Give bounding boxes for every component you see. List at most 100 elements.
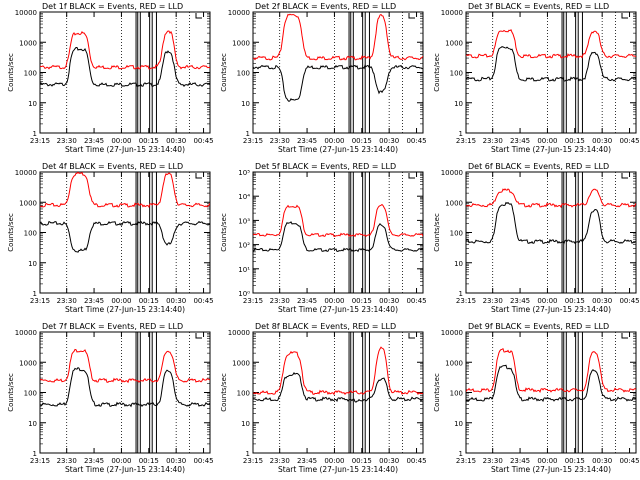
x-tick-label: 00:30 (379, 457, 399, 465)
y-axis-label: Counts/sec (433, 53, 441, 92)
x-tick-label: 23:45 (510, 457, 530, 465)
lld-series-line (40, 30, 210, 70)
x-tick-label: 23:45 (84, 457, 104, 465)
y-tick-label: 10 (454, 100, 463, 108)
panel-title: Det 7f BLACK = Events, RED = LLD (42, 322, 183, 331)
x-tick-label: 23:15 (30, 457, 50, 465)
y-tick-label: 100 (24, 230, 37, 238)
x-axis-label: Start Time (27-Jun-15 23:14:40) (278, 305, 398, 314)
y-tick-label: 1 (459, 290, 463, 298)
y-tick-label: 10000 (15, 169, 37, 177)
plot-frame (252, 11, 424, 134)
y-tick-label: 10¹ (238, 266, 250, 274)
x-tick-label: 23:30 (483, 297, 503, 305)
x-tick-label: 23:15 (456, 457, 476, 465)
plot-frame (252, 171, 424, 294)
detector-panel-1: Det 1f BLACK = Events, RED = LLD 1 10 100 10… (7, 2, 214, 154)
events-series-line (40, 367, 210, 408)
x-tick-label: 00:45 (619, 137, 639, 145)
x-tick-label: 23:15 (30, 137, 50, 145)
x-tick-label: 00:30 (166, 137, 186, 145)
y-tick-label: 10⁰ (238, 290, 250, 298)
y-tick-label: 1000 (445, 39, 463, 47)
lld-series-line (466, 188, 636, 209)
x-tick-label: 23:45 (297, 457, 317, 465)
x-tick-label: 00:15 (139, 457, 159, 465)
y-tick-label: 100 (237, 70, 250, 78)
x-tick-label: 23:45 (84, 137, 104, 145)
detector-panel-6: Det 6f BLACK = Events, RED = LLD 1 10 100 10… (433, 162, 640, 314)
y-tick-label: 100 (237, 390, 250, 398)
x-tick-label: 00:00 (324, 297, 344, 305)
y-axis-label: Counts/sec (433, 373, 441, 412)
y-tick-label: 10000 (228, 9, 250, 17)
corner-marker (621, 13, 628, 19)
y-tick-label: 10000 (441, 9, 463, 17)
y-tick-label: 10 (241, 100, 250, 108)
corner-marker (621, 173, 628, 179)
y-tick-label: 1000 (445, 359, 463, 367)
y-tick-label: 10³ (238, 217, 250, 225)
x-tick-label: 00:15 (565, 297, 585, 305)
y-axis-label: Counts/sec (7, 373, 15, 412)
panel-title: Det 5f BLACK = Events, RED = LLD (255, 162, 396, 171)
x-tick-label: 00:00 (537, 457, 557, 465)
x-tick-label: 00:15 (139, 137, 159, 145)
y-axis-label: Counts/sec (220, 53, 228, 92)
lld-series-line (40, 348, 210, 384)
y-tick-label: 100 (24, 70, 37, 78)
y-tick-label: 10000 (228, 329, 250, 337)
plot-frame (39, 331, 211, 454)
x-tick-label: 23:45 (297, 137, 317, 145)
y-axis-label: Counts/sec (220, 213, 228, 252)
detector-panel-5: Det 5f BLACK = Events, RED = LLD 10⁰ 10¹ 10… (220, 162, 427, 314)
y-tick-label: 1000 (19, 199, 37, 207)
y-tick-label: 1000 (19, 39, 37, 47)
x-tick-label: 00:00 (324, 137, 344, 145)
panel-title: Det 6f BLACK = Events, RED = LLD (468, 162, 609, 171)
detector-panel-2: Det 2f BLACK = Events, RED = LLD 1 10 100 10… (220, 2, 427, 154)
y-tick-label: 1 (33, 290, 37, 298)
y-tick-label: 10000 (441, 169, 463, 177)
x-tick-label: 00:00 (111, 457, 131, 465)
panel-title: Det 1f BLACK = Events, RED = LLD (42, 2, 183, 11)
panel-title: Det 2f BLACK = Events, RED = LLD (255, 2, 396, 11)
x-tick-label: 23:30 (270, 137, 290, 145)
x-tick-label: 00:15 (352, 297, 372, 305)
y-tick-label: 1 (246, 130, 250, 138)
events-series-line (253, 221, 423, 253)
x-tick-label: 00:30 (166, 297, 186, 305)
y-tick-label: 10² (238, 242, 250, 250)
corner-marker (408, 13, 415, 19)
plot-frame (39, 11, 211, 134)
x-axis-label: Start Time (27-Jun-15 23:14:40) (278, 145, 398, 154)
y-axis-label: Counts/sec (433, 213, 441, 252)
x-tick-label: 00:45 (406, 297, 426, 305)
y-tick-label: 10000 (15, 9, 37, 17)
x-tick-label: 00:15 (565, 137, 585, 145)
x-tick-label: 23:15 (243, 137, 263, 145)
y-tick-label: 1000 (445, 199, 463, 207)
y-tick-label: 10000 (441, 329, 463, 337)
x-tick-label: 23:45 (297, 297, 317, 305)
y-tick-label: 1 (33, 450, 37, 458)
y-tick-label: 10⁵ (238, 169, 250, 177)
x-axis-label: Start Time (27-Jun-15 23:14:40) (65, 145, 185, 154)
lld-series-line (253, 203, 423, 238)
y-axis-label: Counts/sec (7, 213, 15, 252)
x-tick-label: 00:30 (379, 297, 399, 305)
y-tick-label: 10000 (15, 329, 37, 337)
x-tick-label: 00:00 (537, 137, 557, 145)
x-axis-label: Start Time (27-Jun-15 23:14:40) (65, 305, 185, 314)
x-tick-label: 00:45 (193, 137, 213, 145)
y-tick-label: 100 (24, 390, 37, 398)
detector-panel-8: Det 8f BLACK = Events, RED = LLD 1 10 100 10… (220, 322, 427, 474)
lld-series-line (466, 28, 636, 59)
corner-marker (195, 173, 202, 179)
y-tick-label: 1 (459, 450, 463, 458)
x-tick-label: 23:15 (456, 297, 476, 305)
x-tick-label: 00:00 (324, 457, 344, 465)
x-tick-label: 00:15 (352, 137, 372, 145)
x-tick-label: 00:45 (193, 457, 213, 465)
